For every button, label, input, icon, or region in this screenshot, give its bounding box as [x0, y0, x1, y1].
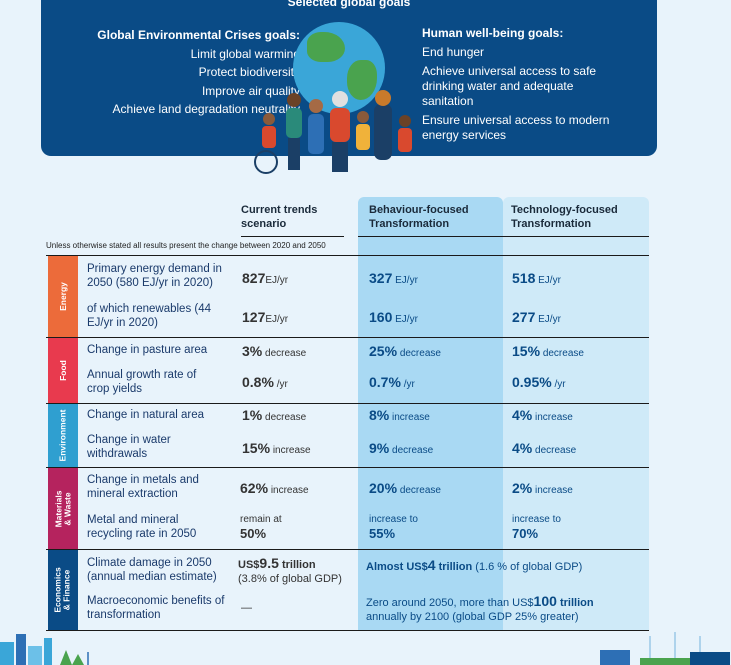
behaviour-value: 160 EJ/yr	[369, 309, 418, 325]
technology-value: 518 EJ/yr	[512, 270, 561, 286]
row-label: Change in metals and mineral extraction	[87, 474, 199, 500]
current-value: 1% decrease	[242, 407, 307, 423]
wellbeing-goal: Achieve universal access to safe drinkin…	[422, 64, 597, 108]
behaviour-value: 25% decrease	[369, 343, 441, 359]
current-value: 62% increase	[240, 480, 309, 496]
city-landscape-illustration	[0, 632, 730, 665]
current-value: 0.8% /yr	[242, 374, 288, 390]
table-note: Unless otherwise stated all results pres…	[46, 241, 326, 250]
technology-value: 4% decrease	[512, 440, 577, 456]
header-underline	[358, 236, 503, 237]
env-goal: Protect biodiversity	[198, 65, 300, 79]
row-label: Change in natural area	[87, 409, 204, 421]
row-separator	[46, 467, 649, 468]
technology-value: increase to 70%	[512, 514, 561, 541]
behaviour-value: 9% decrease	[369, 440, 434, 456]
env-goal: Achieve land degradation neutrality	[112, 102, 300, 116]
goals-banner: Selected global goals Global Environment…	[41, 0, 657, 174]
technology-value: 277 EJ/yr	[512, 309, 561, 325]
behaviour-value: increase to 55%	[369, 514, 418, 541]
env-goal: Limit global warming	[190, 46, 300, 61]
wellbeing-goal: End hunger	[422, 45, 485, 59]
row-label: Change in water withdrawals	[87, 434, 171, 460]
technology-value: 2% increase	[512, 480, 573, 496]
row-label: Macroeconomic benefits of transformation	[87, 595, 225, 621]
row-label: of which renewables (44 EJ/yr in 2020)	[87, 303, 212, 329]
technology-value: 4% increase	[512, 407, 573, 423]
row-label: Annual growth rate of crop yields	[87, 369, 197, 395]
row-separator	[46, 549, 649, 550]
current-value: 3% decrease	[242, 343, 307, 359]
category-economics: Economics & Finance	[48, 550, 78, 630]
behaviour-value: 327 EJ/yr	[369, 270, 418, 286]
technology-value: 0.95% /yr	[512, 374, 566, 390]
category-energy: Energy	[48, 256, 78, 337]
row-label: Primary energy demand in 2050 (580 EJ/yr…	[87, 263, 222, 289]
row-label: Metal and mineral recycling rate in 2050	[87, 514, 197, 540]
row-label: Climate damage in 2050 (annual median es…	[87, 557, 217, 583]
transformation-value: Almost US$4 trillion (1.6 % of global GD…	[366, 557, 583, 573]
category-environment: Environment	[48, 404, 78, 467]
behaviour-column-bg	[358, 197, 503, 630]
technology-value: 15% decrease	[512, 343, 584, 359]
category-materials: Materials & Waste	[48, 468, 78, 549]
row-separator	[46, 337, 649, 338]
row-separator	[46, 403, 649, 404]
technology-column-bg	[503, 197, 649, 630]
behaviour-value: 20% decrease	[369, 480, 441, 496]
wellbeing-goals-header: Human well-being goals:	[422, 26, 564, 40]
wellbeing-goals: Human well-being goals: End hunger Achie…	[422, 26, 622, 147]
current-value: 15% increase	[242, 440, 311, 456]
technology-header: Technology-focused Transformation	[511, 204, 618, 230]
header-underline	[241, 236, 344, 237]
header-underline	[503, 236, 649, 237]
row-separator	[46, 630, 649, 631]
environmental-goals-header: Global Environmental Crises goals:	[97, 28, 300, 42]
transformation-value: Zero around 2050, more than US$100 trill…	[366, 593, 594, 623]
current-value: remain at 50%	[240, 514, 282, 541]
current-value: 127EJ/yr	[242, 309, 289, 325]
behaviour-value: 0.7% /yr	[369, 374, 415, 390]
current-value: US$9.5 trillion (3.8% of global GDP)	[238, 555, 342, 585]
people-illustration	[254, 90, 412, 174]
wellbeing-goal: Ensure universal access to modern energy…	[422, 113, 610, 142]
environmental-goals: Global Environmental Crises goals: Limit…	[97, 26, 300, 119]
current-value: 827EJ/yr	[242, 270, 289, 286]
current-trends-header: Current trends scenario	[241, 204, 318, 230]
env-goal: Improve air quality	[201, 83, 300, 98]
behaviour-header: Behaviour-focused Transformation	[369, 204, 469, 230]
banner-title: Selected global goals	[287, 0, 411, 9]
row-separator	[46, 255, 649, 256]
row-label: Change in pasture area	[87, 344, 208, 356]
category-food: Food	[48, 338, 78, 403]
behaviour-value: 8% increase	[369, 407, 430, 423]
current-value: —	[241, 602, 252, 614]
